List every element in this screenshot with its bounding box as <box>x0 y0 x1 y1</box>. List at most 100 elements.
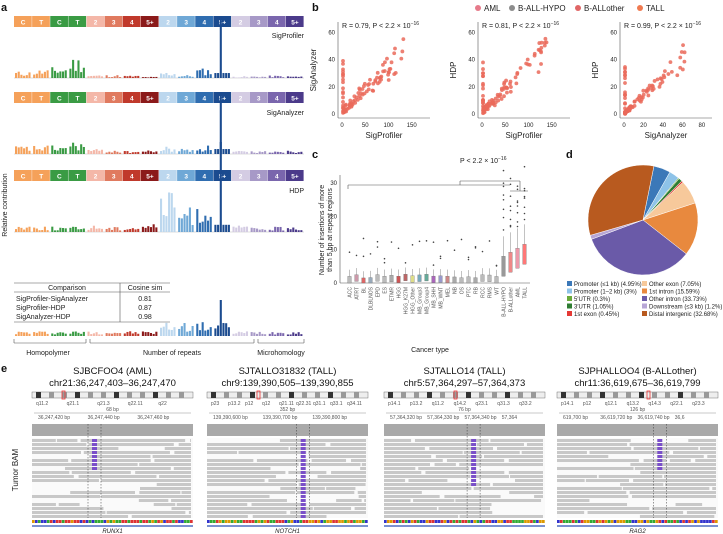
scatter-point <box>399 56 404 61</box>
category-strip-cell <box>140 92 159 103</box>
sequence-base <box>467 520 471 523</box>
category-strip-label: 4 <box>130 174 134 181</box>
read-pileup <box>207 438 368 518</box>
sequence-base <box>278 520 282 523</box>
signature-bar <box>274 334 277 336</box>
insertion-mark <box>300 483 306 486</box>
signature-bar <box>41 150 44 154</box>
box <box>508 252 513 273</box>
signature-bar <box>74 226 77 232</box>
signature-bar <box>92 150 95 154</box>
ruler-tick: 36,619,740 bp <box>638 415 670 421</box>
sequence-base <box>670 520 673 523</box>
band-label: q23.3 <box>692 401 705 407</box>
legend-entry: Distal intergenic (32.68%) <box>649 312 718 318</box>
sequence-base <box>136 520 140 523</box>
sequence-base <box>518 520 521 523</box>
insertion-mark <box>657 455 663 458</box>
sequence-base <box>640 520 644 523</box>
scatter-point <box>650 84 655 89</box>
scatter-point <box>526 62 530 67</box>
read <box>476 443 524 446</box>
insertion-mark <box>471 455 477 458</box>
signature-bar <box>271 230 274 232</box>
read <box>521 451 543 454</box>
read <box>557 475 598 478</box>
scatter-point <box>375 75 379 80</box>
legend-swatch <box>567 288 572 294</box>
read <box>508 459 543 462</box>
signature-bar <box>165 216 168 232</box>
read <box>350 459 366 462</box>
signature-bar <box>286 76 289 78</box>
read <box>207 447 289 450</box>
category-strip-cell <box>285 92 304 103</box>
ideogram-band <box>62 392 67 398</box>
scatter-point <box>675 73 680 78</box>
sequence-base <box>263 520 267 523</box>
category-strip-label: C <box>21 20 26 27</box>
sequence-base <box>419 520 423 523</box>
signature-bar <box>23 229 26 232</box>
signature-bar <box>33 227 36 232</box>
sequence-base <box>190 520 193 523</box>
signature-bar <box>17 71 20 78</box>
ideogram-band <box>211 392 216 398</box>
sequence-base <box>103 520 107 523</box>
read <box>497 447 543 450</box>
ideogram-band <box>101 392 106 398</box>
sequence-base <box>625 520 629 523</box>
sequence-base <box>559 520 563 523</box>
signature-bar <box>126 76 129 78</box>
ideogram-band <box>341 392 346 398</box>
read <box>357 491 366 494</box>
signature-bar <box>155 76 158 78</box>
signature-bar <box>160 73 163 78</box>
sequence-base <box>248 520 252 523</box>
scatter-point <box>543 36 548 41</box>
signature-bar <box>113 150 116 154</box>
band-label: q21.1 <box>67 401 80 407</box>
box <box>438 275 443 283</box>
read <box>139 463 191 466</box>
signature-bar <box>297 332 300 336</box>
sequence-base <box>251 520 255 523</box>
insertion-mark <box>300 479 306 482</box>
read <box>174 451 191 454</box>
box <box>417 274 422 282</box>
sequence-base <box>622 520 626 523</box>
read <box>106 511 186 514</box>
scatter-point <box>539 40 544 45</box>
outlier <box>502 229 505 231</box>
table-row-2-value: 0.87 <box>138 305 152 312</box>
scatter-point <box>641 88 646 93</box>
scatter-point <box>401 37 406 42</box>
signature-bar <box>225 149 228 154</box>
scatter-stat: R = 0.81, P < 2.2 × 10−16 <box>482 21 559 30</box>
sequence-base <box>476 520 480 523</box>
signature-bar <box>119 77 122 78</box>
sequence-base <box>287 520 291 523</box>
signature-bar <box>168 192 171 232</box>
signature-bar <box>17 147 20 154</box>
ideogram-band <box>237 392 242 398</box>
read <box>70 491 135 494</box>
signature-bar <box>33 332 36 336</box>
read <box>652 507 716 510</box>
sequence-base <box>353 520 356 523</box>
read <box>587 511 684 514</box>
category-strip-cell <box>104 16 123 27</box>
category-strip-cell <box>159 170 177 181</box>
read <box>207 503 248 506</box>
signature-bar <box>222 323 225 336</box>
category-strip-cell <box>249 16 268 27</box>
sequence-base <box>461 520 465 523</box>
signature-bar <box>196 70 199 78</box>
outlier <box>502 208 505 211</box>
panel-e: e Tumor BAM SJBCFOO4 (AML)chr21:36,247,4… <box>1 363 719 534</box>
sequence-base <box>577 520 581 523</box>
read <box>207 511 287 514</box>
outlier <box>495 264 498 267</box>
sequence-base <box>676 520 679 523</box>
scatter-point <box>499 97 504 101</box>
